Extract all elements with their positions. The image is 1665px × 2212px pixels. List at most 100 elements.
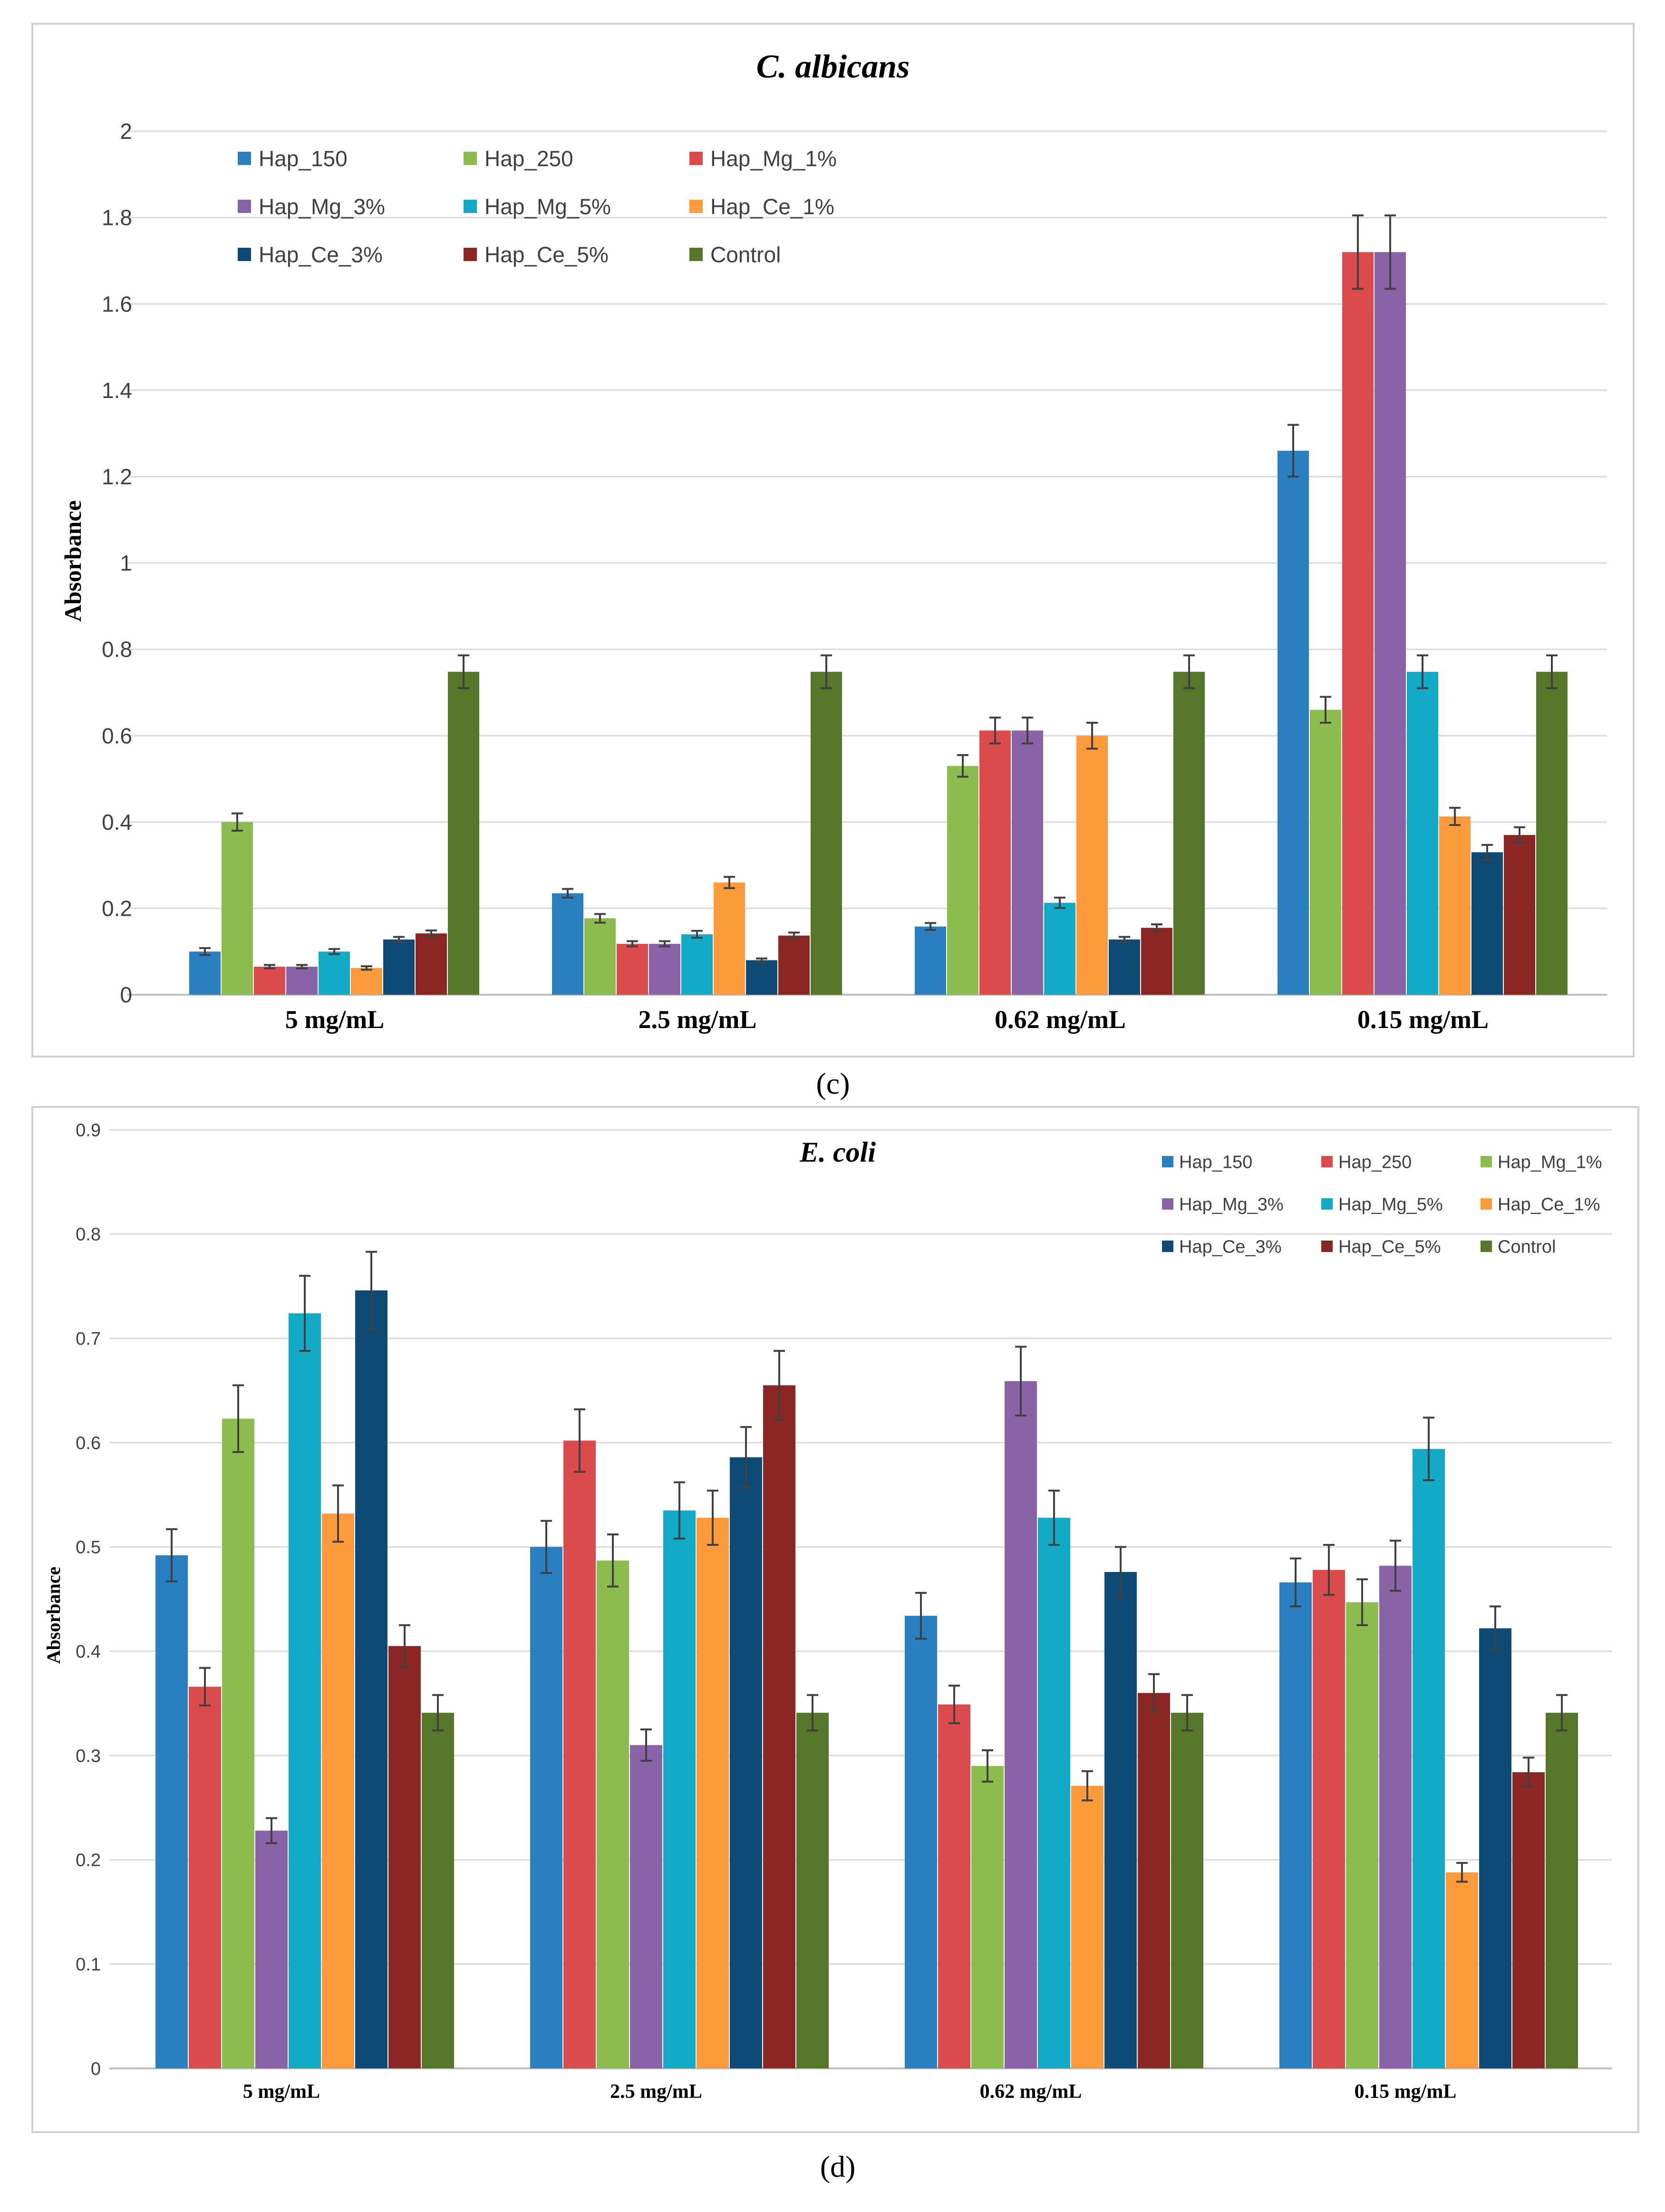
y-tick-label: 0.5 (76, 1538, 101, 1558)
bar (730, 1457, 762, 2068)
error-bar (821, 654, 832, 689)
legend-label: Hap_Ce_1% (1498, 1195, 1600, 1215)
bar (1005, 1381, 1037, 2068)
legend-swatch (689, 200, 703, 213)
legend-swatch (1481, 1198, 1492, 1210)
legend-label: Hap_Ce_3% (1179, 1237, 1281, 1257)
bar (763, 1385, 795, 2068)
legend-label: Hap_Mg_3% (1179, 1195, 1284, 1215)
error-bar (1151, 923, 1162, 932)
bar (189, 1687, 221, 2068)
category-label: 0.15 mg/mL (1357, 1005, 1489, 1034)
legend-item: Hap_Ce_1% (689, 194, 834, 219)
legend-item: Hap_250 (1321, 1153, 1412, 1173)
error-bar (399, 1624, 410, 1668)
error-bar (1183, 654, 1195, 689)
bar (971, 1766, 1004, 2068)
error-bar (166, 1528, 177, 1582)
legend-label: Hap_Ce_1% (710, 194, 834, 219)
legend-item: Hap_Ce_3% (1162, 1237, 1281, 1257)
bar (1536, 671, 1568, 995)
legend-label: Control (710, 243, 781, 267)
category-label: 0.15 mg/mL (1355, 2081, 1457, 2103)
legend-swatch (1481, 1241, 1492, 1252)
bar (1173, 671, 1205, 995)
bar (1071, 1785, 1104, 2068)
y-tick-label: 0.3 (76, 1746, 101, 1766)
legend-swatch (1321, 1198, 1333, 1210)
bar (1379, 1565, 1412, 2068)
bar (811, 671, 842, 995)
legend-label: Hap_Ce_5% (484, 243, 609, 267)
legend-swatch (1162, 1156, 1173, 1167)
panel-c-title: C. albicans (756, 49, 910, 85)
legend-label: Hap_Mg_5% (484, 194, 611, 219)
panel-d-legend: Hap_150 Hap_250 Hap_Mg_1% Hap_Mg_3% Hap_Mg_5… (1162, 1153, 1602, 1257)
error-bar (1356, 1578, 1368, 1626)
error-bar (1546, 654, 1558, 689)
legend-label: Hap_Ce_5% (1338, 1237, 1441, 1257)
error-bar (724, 876, 735, 889)
legend-swatch (238, 200, 251, 213)
category-label: 0.62 mg/mL (995, 1005, 1126, 1034)
y-tick-label: 0.4 (102, 810, 132, 834)
error-bar (1417, 654, 1428, 689)
bar (388, 1646, 421, 2068)
bar (584, 918, 616, 995)
legend-swatch (238, 248, 251, 261)
error-bar (957, 754, 968, 778)
error-bar (740, 1426, 752, 1489)
bar (1439, 816, 1471, 995)
error-bar (426, 929, 437, 938)
error-bar (674, 1481, 685, 1540)
error-bar (659, 940, 670, 948)
legend-label: Control (1498, 1237, 1556, 1257)
error-bar (366, 1251, 377, 1330)
y-tick-label: 0.4 (76, 1642, 101, 1662)
bar (663, 1510, 696, 2068)
y-tick-label: 0.6 (76, 1433, 101, 1453)
bar (286, 966, 318, 995)
bar (979, 730, 1011, 995)
y-tick-label: 1.6 (102, 291, 132, 316)
error-bar (1523, 1756, 1534, 1788)
legend-swatch (1162, 1241, 1173, 1252)
bar (1109, 939, 1140, 995)
error-bar (393, 936, 405, 943)
bar (416, 933, 447, 995)
y-tick-label: 2 (120, 119, 132, 144)
bar (1479, 1628, 1511, 2068)
bar (1375, 252, 1406, 995)
y-tick-label: 0.2 (102, 896, 132, 921)
bar (1512, 1772, 1545, 2068)
error-bar (332, 1484, 344, 1543)
bar (222, 822, 253, 995)
category-label: 0.62 mg/mL (980, 2081, 1082, 2103)
error-bar (1352, 214, 1364, 290)
bar (796, 1713, 829, 2068)
legend-item: Hap_Ce_5% (464, 243, 609, 267)
error-bar (266, 1817, 277, 1844)
error-bar (691, 930, 703, 939)
error-bar (199, 947, 211, 956)
error-bar (574, 1408, 585, 1473)
bar (155, 1555, 188, 2068)
error-bar (1384, 214, 1396, 290)
y-tick-label: 1.4 (102, 378, 132, 403)
panel-d-category-labels: 5 mg/mL 2.5 mg/mL 0.62 mg/mL 0.15 mg/mL (243, 2081, 1456, 2103)
bar (1171, 1713, 1203, 2068)
bar (1038, 1517, 1070, 2068)
bar (1471, 852, 1503, 995)
y-tick-label: 0 (91, 2059, 101, 2079)
bar (1138, 1693, 1170, 2068)
legend-swatch (689, 248, 703, 261)
error-bar (232, 1384, 244, 1453)
y-tick-label: 0.6 (102, 723, 132, 748)
bar (1141, 928, 1172, 995)
legend-swatch (464, 152, 477, 165)
legend-item: Hap_250 (464, 146, 573, 171)
bar (448, 671, 479, 995)
error-bar (915, 1591, 927, 1640)
bar (289, 1313, 321, 2068)
